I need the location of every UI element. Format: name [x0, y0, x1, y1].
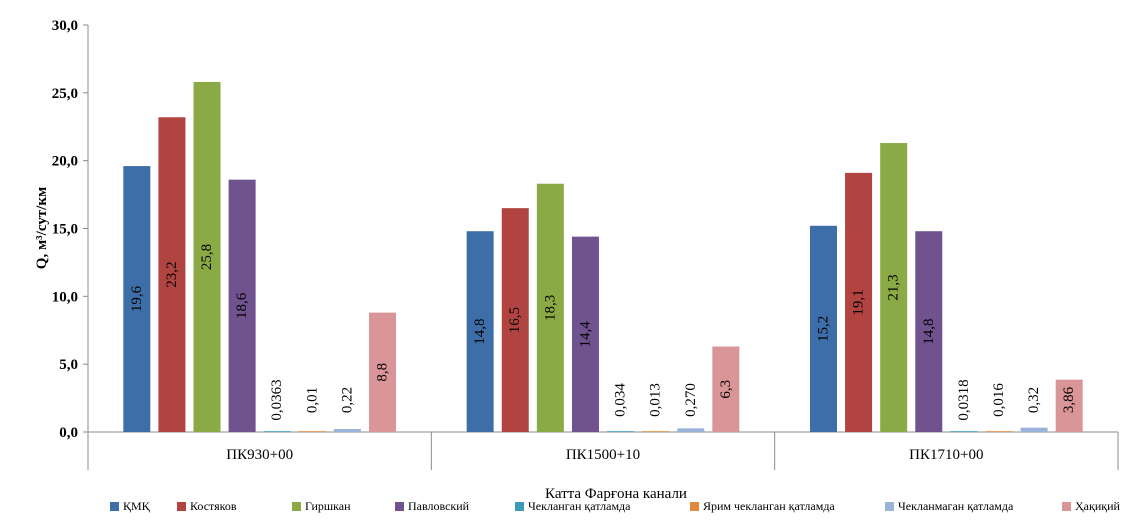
- y-tick-label: 20,0: [52, 154, 78, 170]
- y-tick-label: 10,0: [52, 289, 78, 305]
- legend-swatch: [885, 502, 894, 511]
- bar: [571, 236, 599, 432]
- data-labels: 19,6 23,2 25,8 18,6 0,0363 0,01 0,22 8,8 14,8 16,…: [129, 244, 1077, 421]
- data-label: 25,8: [199, 244, 215, 270]
- bar: [985, 431, 1013, 432]
- data-label: 0,22: [339, 387, 355, 413]
- bar: [263, 431, 291, 432]
- bar: [228, 179, 256, 432]
- data-label: 21,3: [886, 274, 902, 300]
- data-label: 0,0318: [956, 379, 972, 420]
- legend-swatch: [292, 502, 301, 511]
- x-tick-label: ПК1500+10: [566, 447, 640, 463]
- x-tick-label: ПК930+00: [226, 447, 293, 463]
- legend: ҚМҚ Костяков Гиршкан Павловский Чекланган қа…: [110, 499, 1120, 513]
- data-label: 3,86: [1061, 386, 1077, 413]
- legend-swatch: [690, 502, 699, 511]
- bar: [915, 231, 943, 432]
- data-label: 23,2: [164, 262, 180, 288]
- legend-swatch: [395, 502, 404, 511]
- y-tick-label: 15,0: [52, 222, 78, 238]
- legend-item-label: Гиршкан: [305, 499, 351, 513]
- data-label: 19,1: [851, 289, 867, 315]
- bar: [677, 428, 705, 432]
- data-label: 0,0363: [269, 379, 285, 420]
- legend-swatch: [177, 502, 186, 511]
- data-label: 0,034: [613, 383, 629, 417]
- y-tick-label: 30,0: [52, 18, 78, 34]
- data-label: 18,6: [234, 292, 250, 319]
- bar: [123, 166, 151, 433]
- bar: [466, 231, 494, 432]
- data-label: 18,3: [542, 295, 558, 321]
- x-tick-label: ПК1710+00: [909, 447, 983, 463]
- data-label: 19,6: [129, 285, 145, 312]
- data-label: 0,32: [1026, 387, 1042, 413]
- legend-swatch: [110, 502, 119, 511]
- bar: [1020, 427, 1048, 432]
- data-label: 14,4: [577, 321, 593, 348]
- bars: [123, 81, 1083, 433]
- bar: [809, 225, 837, 432]
- legend-item-label: Чекланган қатламда: [528, 499, 631, 513]
- legend-item-label: Ярим чекланган қатламда: [703, 499, 835, 513]
- bar: [607, 431, 635, 432]
- legend-swatch: [515, 502, 524, 511]
- x-axis-label: Катта Фарғона канали: [545, 486, 687, 502]
- bar: [333, 429, 361, 432]
- legend-item-label: Ҳақиқий: [1075, 499, 1120, 513]
- data-label: 6,3: [718, 380, 734, 399]
- data-label: 0,270: [683, 383, 699, 417]
- legend-swatch: [1062, 502, 1071, 511]
- bar: [642, 431, 670, 432]
- bar: [1055, 379, 1083, 432]
- y-tick-label: 5,0: [59, 357, 78, 373]
- legend-item-label: Костяков: [190, 499, 237, 513]
- bar: [369, 312, 397, 432]
- bar: [501, 208, 529, 432]
- bar: [845, 172, 873, 433]
- data-label: 14,8: [472, 318, 488, 344]
- data-label: 15,2: [815, 316, 831, 342]
- y-tick-label: 25,0: [52, 86, 78, 102]
- data-label: 16,5: [507, 307, 523, 333]
- y-axis-label: Q, м³/сут/км: [34, 187, 50, 269]
- bar: [536, 183, 564, 432]
- data-label: 0,013: [648, 383, 664, 417]
- legend-item-label: Чекланмаган қатламда: [898, 499, 1014, 513]
- data-label: 14,8: [921, 318, 937, 344]
- data-label: 0,01: [304, 387, 320, 413]
- axes: 0,0 5,0 10,0 15,0 20,0 25,0 30,0 ПК930+00 ПК1500…: [52, 18, 1119, 470]
- bar: [298, 431, 326, 432]
- bar: [158, 117, 186, 433]
- y-tick-label: 0,0: [59, 425, 78, 441]
- legend-item-label: ҚМҚ: [123, 499, 151, 513]
- bar: [712, 346, 740, 432]
- data-label: 0,016: [991, 383, 1007, 417]
- data-label: 8,8: [375, 363, 391, 382]
- legend-item-label: Павловский: [408, 499, 470, 513]
- bar: [193, 81, 221, 432]
- bar: [950, 431, 978, 432]
- bar: [880, 143, 908, 432]
